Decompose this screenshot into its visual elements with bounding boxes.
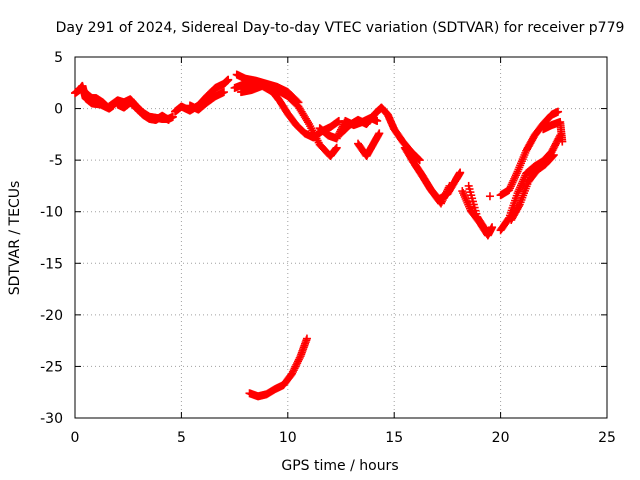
data-point (414, 154, 423, 163)
data-point (445, 181, 454, 190)
x-tick-label: 25 (598, 430, 616, 446)
data-point (332, 134, 341, 143)
data-point (288, 369, 297, 378)
axis-ticks (74, 56, 608, 419)
y-tick-label: 0 (54, 102, 63, 118)
y-tick-label: -25 (40, 359, 63, 375)
data-point (440, 192, 449, 201)
data-point (294, 357, 303, 366)
data-point (294, 98, 303, 107)
plot-frame (74, 56, 608, 419)
x-axis-label: GPS time / hours (281, 458, 398, 474)
data-point (506, 182, 515, 191)
data-point (511, 171, 520, 180)
data-point (437, 199, 446, 208)
data-point (375, 129, 384, 138)
data-point (510, 174, 519, 183)
x-tick-labels: 0 5 10 15 20 25 (71, 430, 616, 446)
y-tick-label: -30 (40, 411, 63, 427)
data-point (508, 178, 517, 187)
data-point (292, 360, 301, 369)
data-point (291, 362, 300, 371)
data-point (507, 180, 516, 189)
data-point (414, 155, 423, 164)
data-point (438, 195, 447, 204)
x-tick-label: 10 (279, 430, 297, 446)
data-point (554, 107, 563, 116)
data-point (442, 187, 451, 196)
data-point (294, 355, 303, 364)
data-point (293, 97, 302, 106)
data-point (549, 150, 558, 159)
chart-title: Day 291 of 2024, Sidereal Day-to-day VTE… (56, 20, 625, 36)
y-tick-label: -15 (40, 256, 63, 272)
x-tick-label: 5 (177, 430, 186, 446)
y-axis-label: SDTVAR / TECUs (7, 181, 23, 296)
data-point (443, 185, 452, 194)
data-point (480, 224, 489, 233)
data-point (168, 112, 177, 121)
data-point (511, 173, 520, 182)
data-point (373, 116, 382, 125)
data-point (293, 359, 302, 368)
data-point (439, 194, 448, 203)
data-point (289, 366, 298, 375)
data-point (505, 186, 514, 195)
data-point (442, 188, 451, 197)
data-point (485, 192, 494, 201)
data-point (481, 226, 490, 235)
y-tick-label: -10 (40, 205, 63, 221)
data-point (488, 223, 497, 232)
data-point (219, 88, 228, 97)
y-tick-labels: -30 -25 -20 -15 -10 -5 0 5 (40, 50, 63, 427)
data-point (290, 364, 299, 373)
data-point (437, 197, 446, 206)
y-tick-label: -5 (49, 153, 63, 169)
data-point (441, 190, 450, 199)
data-point (444, 183, 453, 192)
y-tick-label: 5 (54, 50, 63, 66)
x-tick-label: 15 (385, 430, 403, 446)
x-tick-label: 20 (492, 430, 510, 446)
data-point (514, 202, 523, 211)
data-point (164, 115, 173, 124)
data-point (302, 334, 311, 343)
y-tick-label: -20 (40, 308, 63, 324)
data-point (332, 143, 341, 152)
data-point (512, 169, 521, 178)
data-point (295, 353, 304, 362)
data-point (558, 137, 567, 146)
data-point (548, 151, 557, 160)
data-point (224, 75, 233, 84)
data-point (288, 367, 297, 376)
data-series (71, 70, 567, 401)
x-tick-label: 0 (71, 430, 80, 446)
data-point (415, 156, 424, 165)
data-point (505, 184, 514, 193)
data-point (456, 168, 465, 177)
data-point (548, 152, 557, 161)
data-point (509, 176, 518, 185)
